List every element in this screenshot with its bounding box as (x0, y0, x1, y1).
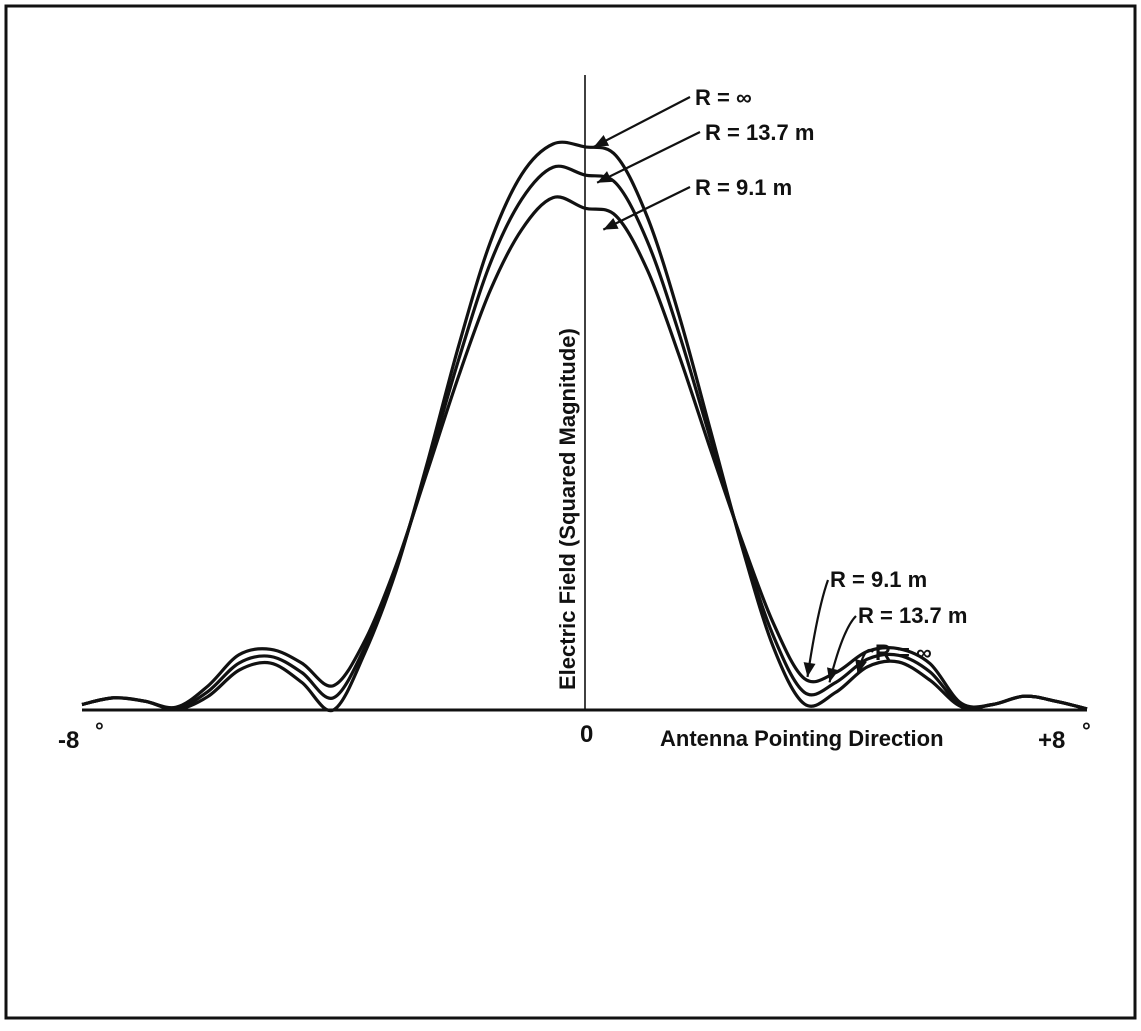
annotation-arrowhead-5 (855, 659, 867, 675)
annotation-arrowhead-0 (593, 135, 610, 147)
series-layer (81, 140, 1088, 713)
annotation-arrow-1 (596, 131, 701, 184)
x-tick-label-center: 0 (580, 721, 593, 748)
x-tick-label-left: -8 (58, 727, 79, 754)
series-line-0 (81, 140, 1088, 713)
series-line-1 (81, 164, 1088, 711)
annotation-arrowhead-3 (803, 662, 816, 677)
annotation-arrow-2 (602, 186, 691, 231)
annotation-arrow-0 (593, 96, 691, 148)
annotation-arrowhead-4 (827, 667, 839, 683)
annotation-arrowhead-2 (603, 218, 619, 230)
series-line-2 (81, 195, 1088, 711)
x-tick-degree-left: ° (95, 718, 104, 743)
x-tick-label-right: +8 (1038, 727, 1065, 754)
annotation-label-inf-top: R = ∞ (695, 85, 752, 110)
x-tick-degree-right: ° (1082, 718, 1091, 743)
annotation-arrow-3 (806, 579, 830, 678)
outer-frame (4, 4, 1137, 1020)
annotation-label-inf-bottom: R = ∞ (875, 640, 932, 665)
annotation-arrows (593, 96, 874, 683)
annotation-arrowhead-1 (597, 171, 613, 183)
annotation-label-13-7-bottom: R = 13.7 m (858, 603, 967, 628)
annotation-label-9-1-bottom: R = 9.1 m (830, 567, 927, 592)
annotation-label-9-1-top: R = 9.1 m (695, 175, 792, 200)
annotation-label-13-7-top: R = 13.7 m (705, 120, 814, 145)
x-axis-label: Antenna Pointing Direction (660, 726, 944, 751)
y-axis-label: Electric Field (Squared Magnitude) (555, 328, 580, 690)
